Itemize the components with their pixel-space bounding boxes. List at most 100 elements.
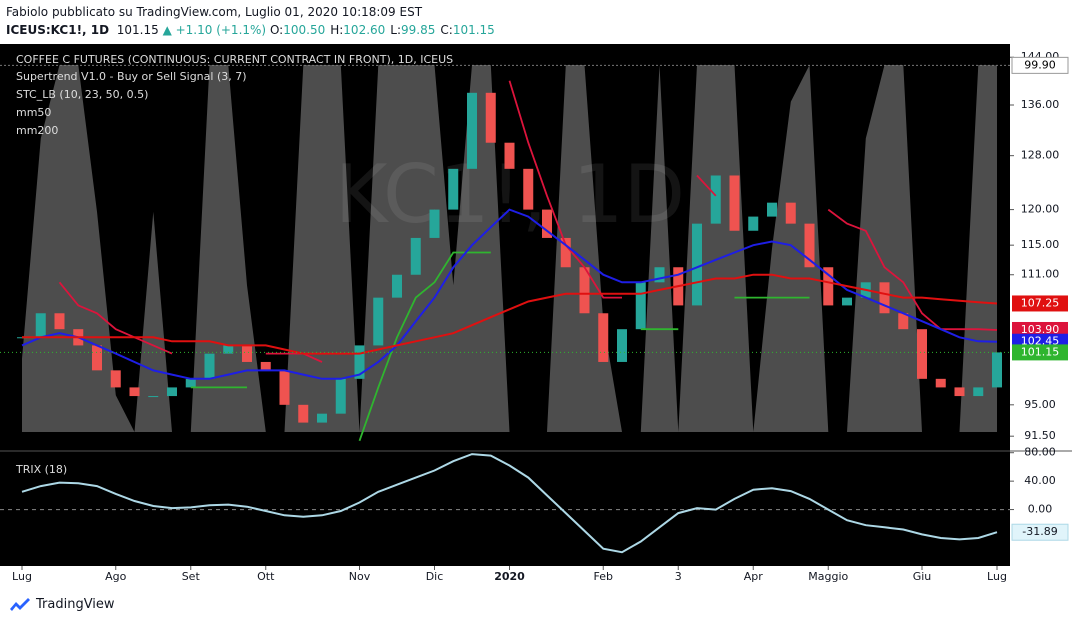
x-tick-label: Lug bbox=[12, 570, 32, 583]
symbol: ICEUS:KC1!, 1D bbox=[6, 23, 110, 37]
candle bbox=[879, 282, 890, 314]
candle bbox=[410, 237, 421, 275]
candle bbox=[598, 313, 609, 362]
candle bbox=[635, 282, 646, 330]
x-tick-label: 3 bbox=[675, 570, 682, 583]
candle bbox=[823, 267, 834, 306]
price-tag-label: 101.15 bbox=[1021, 345, 1060, 358]
legend-entry: mm200 bbox=[16, 124, 58, 137]
y-tick-label: 40.00 bbox=[1024, 474, 1056, 487]
candle bbox=[785, 202, 796, 224]
x-tick-label: Lug bbox=[987, 570, 1007, 583]
candle bbox=[204, 353, 215, 379]
x-tick-label: Feb bbox=[594, 570, 613, 583]
footer: TradingView bbox=[8, 596, 115, 612]
price-tag-label: 103.90 bbox=[1021, 323, 1060, 336]
stc-area bbox=[22, 65, 997, 432]
change: ▲ +1.10 (+1.1%) bbox=[162, 23, 267, 37]
ohlc-value: 101.15 bbox=[452, 23, 495, 37]
price-tag bbox=[1011, 56, 1069, 74]
xaxis-bg bbox=[0, 566, 1010, 590]
candle bbox=[485, 92, 496, 143]
candle bbox=[129, 387, 140, 397]
legend-entry: Supertrend V1.0 - Buy or Sell Signal (3,… bbox=[16, 70, 247, 83]
candle bbox=[467, 92, 477, 169]
candle bbox=[617, 329, 627, 362]
price-tag bbox=[1012, 295, 1068, 312]
x-tick-label: Maggio bbox=[808, 570, 848, 583]
candle bbox=[935, 378, 946, 388]
ohlc-key: L: bbox=[390, 23, 402, 37]
candle bbox=[429, 209, 440, 238]
y-tick-label: 95.00 bbox=[1024, 398, 1056, 411]
y-tick-label: 0.00 bbox=[1028, 503, 1053, 516]
candle bbox=[223, 345, 234, 354]
legend-entry: mm50 bbox=[16, 106, 51, 119]
x-tick-label: Ago bbox=[105, 570, 127, 583]
candle bbox=[317, 413, 327, 423]
candle bbox=[542, 209, 552, 238]
candle bbox=[298, 404, 309, 423]
candle bbox=[335, 378, 346, 414]
x-tick-label: Set bbox=[182, 570, 201, 583]
candle bbox=[729, 175, 740, 231]
last: 101.15 bbox=[116, 23, 159, 37]
candle bbox=[767, 202, 777, 217]
price-tag-label: 107.25 bbox=[1021, 296, 1060, 309]
candle bbox=[560, 237, 571, 268]
candle bbox=[35, 313, 46, 338]
candle bbox=[504, 142, 515, 169]
candle bbox=[92, 345, 102, 371]
quote-line: ICEUS:KC1!, 1D 101.15 ▲ +1.10 (+1.1%) O:… bbox=[6, 21, 500, 39]
candle bbox=[710, 175, 721, 224]
x-tick-label: Ott bbox=[257, 570, 275, 583]
candle bbox=[973, 387, 984, 397]
candle bbox=[523, 168, 534, 210]
ohlc-value: 100.50 bbox=[283, 23, 326, 37]
candle bbox=[148, 396, 159, 398]
y-tick-label: 136.00 bbox=[1021, 98, 1060, 111]
ohlc: O:100.50 H:102.60 L:99.85 C:101.15 bbox=[270, 23, 500, 37]
chart-title: COFFEE C FUTURES (CONTINUOUS: CURRENT CO… bbox=[16, 53, 453, 66]
x-tick-label: Nov bbox=[349, 570, 371, 583]
candle bbox=[373, 297, 384, 346]
candle bbox=[242, 345, 252, 362]
y-tick-label: 128.00 bbox=[1021, 149, 1060, 162]
panel-title: TRIX (18) bbox=[15, 463, 67, 476]
plot-bg bbox=[0, 44, 1010, 590]
x-tick-label: 2020 bbox=[494, 570, 525, 583]
candle bbox=[354, 345, 365, 379]
candle bbox=[579, 267, 590, 314]
candle bbox=[898, 313, 909, 330]
candle bbox=[992, 352, 1002, 388]
candle bbox=[185, 378, 196, 388]
x-tick-label: Apr bbox=[744, 570, 764, 583]
ohlc-key: C: bbox=[440, 23, 453, 37]
candle bbox=[692, 223, 702, 306]
candle bbox=[167, 387, 177, 397]
trix-tag bbox=[1011, 523, 1069, 541]
candle bbox=[917, 329, 927, 379]
y-tick-label: 80.00 bbox=[1024, 446, 1056, 459]
candle bbox=[54, 313, 65, 330]
candle bbox=[260, 361, 271, 371]
trix-line bbox=[21, 453, 998, 554]
candle bbox=[392, 274, 402, 298]
candle bbox=[842, 297, 852, 306]
ohlc-value: 99.85 bbox=[401, 23, 436, 37]
candle bbox=[279, 370, 290, 405]
candle bbox=[448, 168, 459, 210]
chart: KC1!, 1D91.5095.00111.00115.00120.00128.… bbox=[0, 44, 1072, 590]
logo bbox=[10, 598, 30, 611]
candle bbox=[654, 267, 665, 283]
y-tick-label: 115.00 bbox=[1021, 238, 1060, 251]
candle bbox=[954, 387, 965, 397]
y-tick-label: 111.00 bbox=[1021, 268, 1060, 281]
ohlc-key: O: bbox=[269, 23, 284, 37]
candle bbox=[110, 370, 121, 388]
candle bbox=[804, 223, 815, 268]
price-tag-label: 99.90 bbox=[1024, 58, 1056, 71]
ma-line bbox=[21, 208, 998, 380]
ohlc-value: 102.60 bbox=[343, 23, 386, 37]
